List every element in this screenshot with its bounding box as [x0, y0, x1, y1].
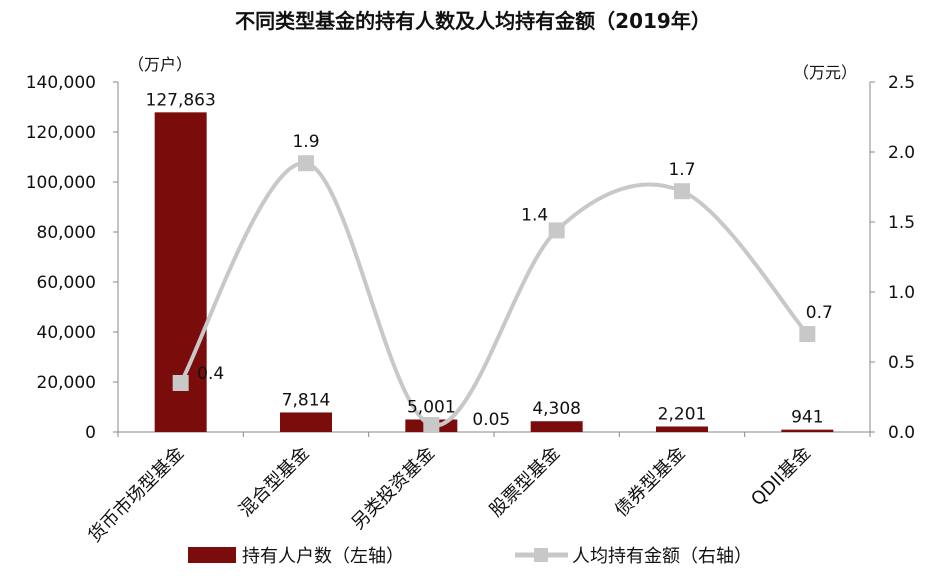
- x-category-label: 混合型基金: [235, 443, 313, 521]
- line-marker: [674, 183, 690, 200]
- line-data-label: 1.9: [292, 132, 319, 152]
- bar: [781, 429, 834, 432]
- left-tick-label: 80,000: [37, 223, 96, 243]
- line-marker: [548, 222, 565, 239]
- right-tick-label: 0.5: [888, 353, 915, 373]
- right-tick-label: 0.0: [888, 423, 915, 443]
- right-tick-label: 1.5: [888, 213, 915, 233]
- right-tick-label: 2.0: [888, 143, 915, 163]
- line-data-label: 0.7: [806, 303, 833, 323]
- right-tick-label: 1.0: [888, 283, 915, 303]
- legend: 持有人户数（左轴） 人均持有金额（右轴）: [188, 546, 752, 567]
- line-series: [178, 161, 809, 428]
- line-marker: [172, 375, 189, 391]
- x-category-label: 另类投资基金: [348, 443, 439, 534]
- legend-line-marker: [534, 548, 548, 562]
- left-tick-label: 20,000: [37, 373, 96, 393]
- line-marker: [799, 326, 816, 342]
- bar: [530, 421, 583, 432]
- bar-data-label: 941: [791, 408, 823, 428]
- chart-title: 不同类型基金的持有人数及人均持有金额（2019年）: [235, 9, 711, 33]
- x-category-label: QDII基金: [747, 443, 815, 511]
- x-category-label: 债券型基金: [611, 443, 689, 521]
- left-tick-label: 100,000: [26, 173, 96, 193]
- left-tick-label: 60,000: [37, 273, 96, 293]
- bar-data-label: 4,308: [532, 399, 581, 419]
- line-data-label: 1.7: [668, 160, 695, 180]
- x-category-label: 股票型基金: [486, 443, 564, 521]
- legend-bar-swatch: [188, 547, 236, 563]
- legend-bar-label: 持有人户数（左轴）: [242, 546, 404, 567]
- line-marker: [298, 155, 314, 172]
- line-marker: [423, 417, 440, 433]
- bar-data-label: 127,863: [146, 90, 216, 110]
- left-tick-label: 140,000: [26, 73, 96, 93]
- bar: [280, 412, 332, 432]
- bar: [656, 426, 708, 432]
- bar-data-label: 7,814: [282, 390, 331, 410]
- line-data-label: 1.4: [521, 205, 548, 225]
- bar-data-label: 2,201: [658, 404, 707, 424]
- x-category-label: 货币市场型基金: [84, 443, 188, 547]
- bar-data-label: 5,001: [407, 397, 456, 417]
- right-axis-unit: （万元）: [793, 63, 857, 82]
- line-data-label: 0.4: [197, 364, 224, 384]
- left-tick-label: 0: [85, 423, 96, 443]
- right-tick-label: 2.5: [888, 73, 915, 93]
- line-data-label: 0.05: [472, 410, 510, 430]
- legend-line-label: 人均持有金额（右轴）: [572, 546, 752, 567]
- left-axis-unit: （万户）: [128, 55, 192, 74]
- left-tick-label: 40,000: [37, 323, 96, 343]
- left-tick-label: 120,000: [26, 123, 96, 143]
